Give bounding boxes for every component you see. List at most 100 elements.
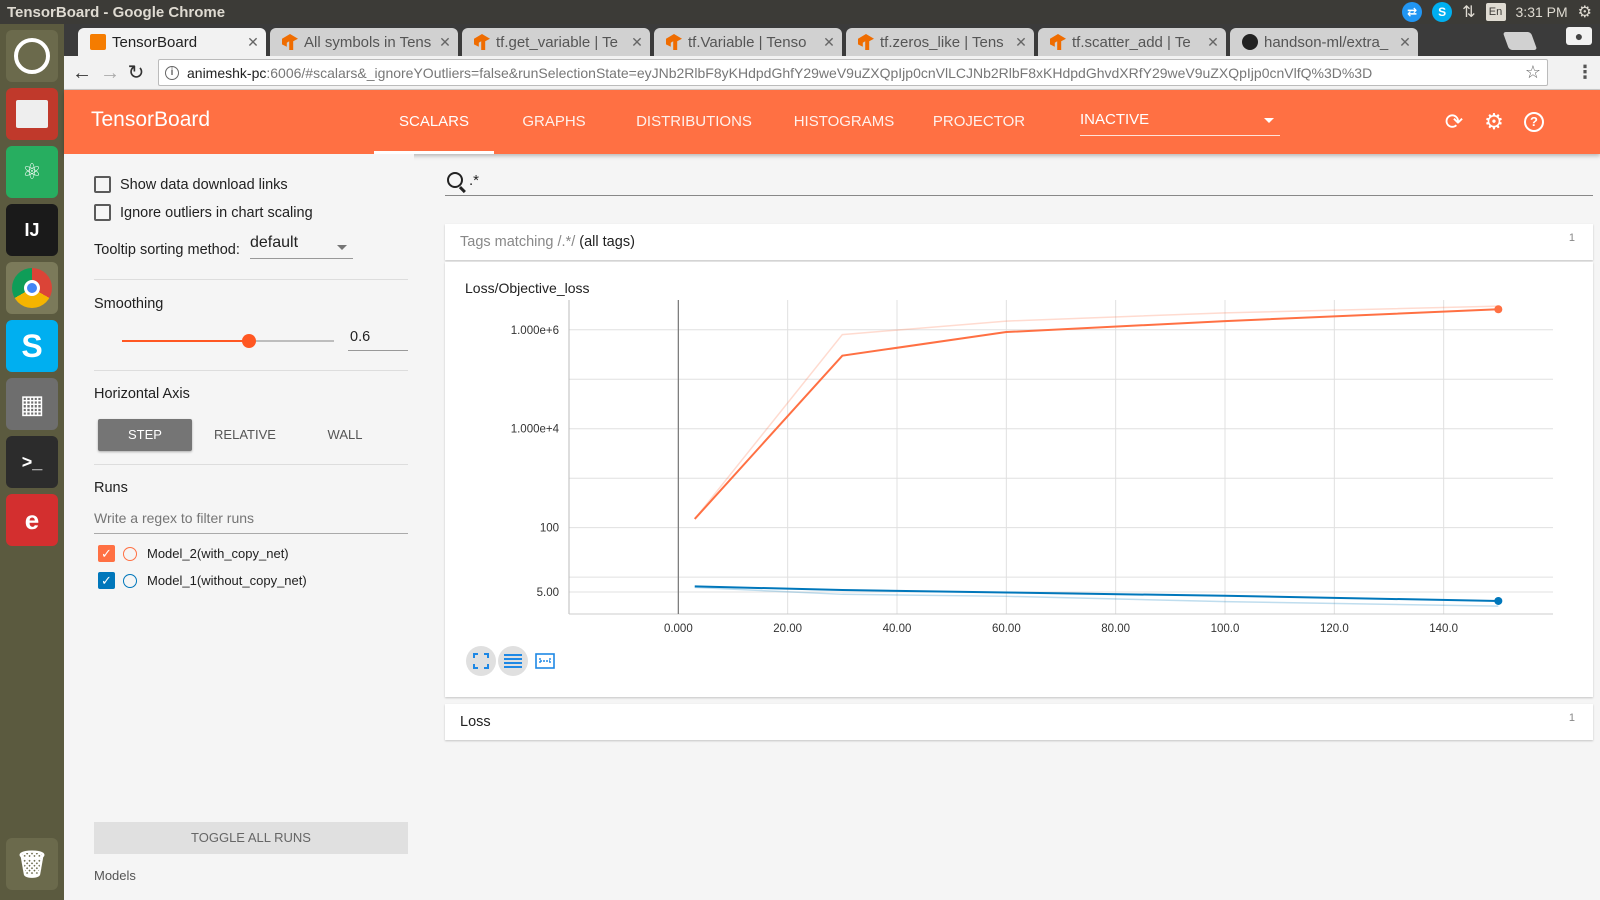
axis-wall-button[interactable]: WALL bbox=[327, 427, 363, 442]
bookmark-star-icon[interactable]: ☆ bbox=[1524, 62, 1541, 82]
log-scale-toggle-icon[interactable] bbox=[498, 646, 528, 676]
ubuntu-dash-icon[interactable] bbox=[6, 30, 58, 82]
window-title: TensorBoard - Google Chrome bbox=[7, 3, 226, 21]
toggle-all-runs-button[interactable]: TOGGLE ALL RUNS bbox=[94, 822, 408, 854]
axis-relative-button[interactable]: RELATIVE bbox=[214, 427, 276, 442]
tab-histograms[interactable]: HISTOGRAMS bbox=[793, 113, 895, 130]
smoothing-value-input[interactable]: 0.6 bbox=[348, 326, 408, 351]
intellij-icon[interactable]: IJ bbox=[6, 204, 58, 256]
run-item[interactable]: ✓ Model_1(without_copy_net) bbox=[98, 572, 307, 589]
scalar-chart[interactable]: 0.000 20.00 40.00 60.00 80.00 100.0 120.0 140.0… bbox=[445, 262, 1593, 697]
tensorflow-favicon-icon bbox=[666, 34, 682, 50]
smoothing-slider[interactable] bbox=[122, 334, 334, 348]
select-value: default bbox=[250, 234, 299, 251]
help-icon[interactable]: ? bbox=[1522, 110, 1546, 134]
tooltip-sorting-select[interactable]: default bbox=[250, 234, 353, 259]
run-checkbox[interactable]: ✓ bbox=[98, 572, 115, 589]
browser-toolbar: ← → ↻ i animeshk-pc :6006/#scalars&_igno… bbox=[64, 56, 1600, 90]
fit-domain-icon[interactable] bbox=[530, 646, 560, 676]
files-icon[interactable] bbox=[6, 88, 58, 140]
checkbox-box[interactable] bbox=[94, 204, 111, 221]
tab-tensorboard[interactable]: TensorBoard ✕ bbox=[78, 28, 266, 56]
show-download-links-checkbox[interactable]: Show data download links bbox=[94, 176, 288, 193]
tab-label: tf.zeros_like | Tens bbox=[880, 33, 1004, 51]
address-bar[interactable]: i animeshk-pc :6006/#scalars&_ignoreYOut… bbox=[158, 59, 1548, 86]
y-tick-label: 1.000e+4 bbox=[511, 424, 560, 436]
fullscreen-icon[interactable] bbox=[466, 646, 496, 676]
gear-icon[interactable]: ⚙ bbox=[1484, 109, 1504, 134]
terminal-icon[interactable]: >_ bbox=[6, 436, 58, 488]
profile-icon[interactable]: ● bbox=[1566, 27, 1592, 45]
close-icon[interactable]: ✕ bbox=[631, 33, 643, 50]
sidebar: Show data download links Ignore outliers… bbox=[64, 154, 414, 900]
new-tab-button[interactable] bbox=[1502, 32, 1538, 50]
models-label: Models bbox=[94, 868, 136, 883]
run-item[interactable]: ✓ Model_2(with_copy_net) bbox=[98, 545, 289, 562]
tags-matching-header[interactable]: Tags matching /.*/ (all tags) 1 bbox=[445, 224, 1593, 260]
network-icon[interactable]: ⇅ bbox=[1462, 4, 1476, 21]
slider-fill bbox=[122, 340, 250, 342]
clock[interactable]: 3:31 PM bbox=[1515, 4, 1568, 20]
atom-icon[interactable]: ⚛ bbox=[6, 146, 58, 198]
loss-group-header[interactable]: Loss 1 bbox=[445, 704, 1593, 740]
document-viewer-icon[interactable]: e bbox=[6, 494, 58, 546]
tab-scalars[interactable]: SCALARS bbox=[374, 90, 494, 154]
url-path: :6006/#scalars&_ignoreYOutliers=false&ru… bbox=[266, 64, 1373, 81]
tooltip-sorting-label: Tooltip sorting method: bbox=[94, 242, 240, 258]
close-icon[interactable]: ✕ bbox=[1207, 33, 1219, 50]
ignore-outliers-checkbox[interactable]: Ignore outliers in chart scaling bbox=[94, 204, 313, 221]
close-icon[interactable]: ✕ bbox=[1399, 33, 1411, 50]
checkbox-box[interactable] bbox=[94, 176, 111, 193]
checkbox-label: Show data download links bbox=[120, 176, 288, 193]
browser-tab-strip: TensorBoard ✕ All symbols in Tens ✕ tf.g… bbox=[64, 24, 1600, 56]
close-icon[interactable]: ✕ bbox=[1015, 33, 1027, 50]
close-icon[interactable]: ✕ bbox=[823, 33, 835, 50]
divider bbox=[94, 279, 408, 280]
search-input[interactable]: .* bbox=[469, 172, 480, 189]
run-checkbox[interactable]: ✓ bbox=[98, 545, 115, 562]
run-color-icon[interactable] bbox=[123, 573, 137, 588]
y-tick-label: 5.00 bbox=[537, 587, 559, 599]
forward-arrow-icon[interactable]: → bbox=[100, 62, 120, 84]
x-tick-label: 0.000 bbox=[664, 623, 693, 635]
back-arrow-icon[interactable]: ← bbox=[72, 62, 92, 84]
inactive-plugins-dropdown[interactable]: INACTIVE bbox=[1080, 110, 1280, 136]
keyboard-layout-indicator[interactable]: En bbox=[1485, 3, 1506, 21]
os-top-panel: TensorBoard - Google Chrome ⇄ S ⇅ En 3:3… bbox=[0, 0, 1600, 24]
close-icon[interactable]: ✕ bbox=[439, 33, 451, 50]
skype-tray-icon[interactable]: S bbox=[1432, 2, 1453, 22]
series-endpoint-2 bbox=[1494, 596, 1503, 605]
tab-handson-ml[interactable]: handson-ml/extra_ ✕ bbox=[1230, 28, 1418, 56]
chrome-icon[interactable] bbox=[6, 262, 58, 314]
tab-label: TensorBoard bbox=[112, 33, 198, 51]
tab-graphs[interactable]: GRAPHS bbox=[522, 113, 586, 130]
tab-scatter-add[interactable]: tf.scatter_add | Te ✕ bbox=[1038, 28, 1226, 56]
run-color-icon[interactable] bbox=[123, 546, 137, 561]
x-tick-label: 100.0 bbox=[1211, 623, 1240, 635]
slider-handle[interactable] bbox=[242, 334, 257, 348]
teamviewer-icon[interactable]: ⇄ bbox=[1402, 2, 1423, 22]
calculator-icon[interactable]: ▦ bbox=[6, 378, 58, 430]
series-endpoint-1 bbox=[1494, 305, 1503, 314]
skype-icon[interactable]: S bbox=[6, 320, 58, 372]
chevron-down-icon bbox=[1264, 118, 1274, 123]
tab-all-symbols[interactable]: All symbols in Tens ✕ bbox=[270, 28, 458, 56]
tag-filter-search[interactable]: .* bbox=[445, 172, 1593, 196]
tab-variable[interactable]: tf.Variable | Tenso ✕ bbox=[654, 28, 842, 56]
tab-zeros-like[interactable]: tf.zeros_like | Tens ✕ bbox=[846, 28, 1034, 56]
runs-filter-input[interactable]: Write a regex to filter runs bbox=[94, 508, 408, 534]
settings-gear-icon[interactable]: ⚙ bbox=[1577, 4, 1592, 21]
reload-icon[interactable]: ⟳ bbox=[1444, 109, 1464, 134]
tab-get-variable[interactable]: tf.get_variable | Te ✕ bbox=[462, 28, 650, 56]
close-icon[interactable]: ✕ bbox=[247, 33, 259, 50]
axis-step-button[interactable]: STEP bbox=[98, 419, 192, 451]
chrome-menu-icon[interactable]: ⋮ bbox=[1576, 62, 1594, 82]
tab-projector[interactable]: PROJECTOR bbox=[932, 113, 1026, 130]
search-icon bbox=[447, 172, 463, 188]
system-tray: ⇄ S ⇅ En 3:31 PM ⚙ bbox=[1402, 2, 1600, 22]
url-host: animeshk-pc bbox=[187, 64, 267, 81]
tab-distributions[interactable]: DISTRIBUTIONS bbox=[636, 113, 752, 130]
info-icon[interactable]: i bbox=[165, 65, 179, 80]
trash-icon[interactable]: 🗑 bbox=[6, 838, 58, 890]
reload-icon[interactable]: ↻ bbox=[127, 62, 145, 84]
